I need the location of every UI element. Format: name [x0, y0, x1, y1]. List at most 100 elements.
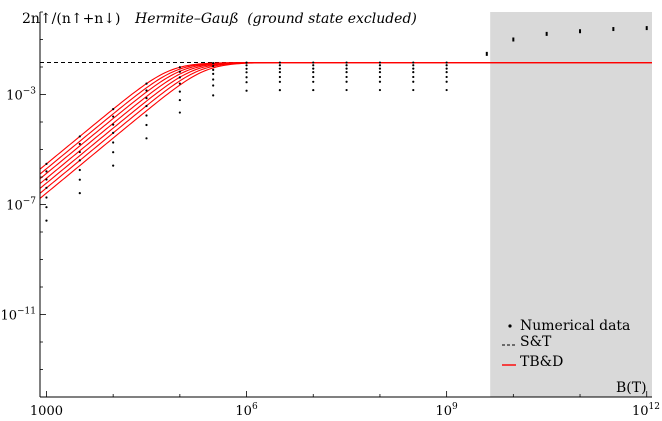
- data-point: [278, 61, 281, 64]
- data-point: [378, 61, 382, 64]
- data-point: [378, 75, 382, 79]
- data-point: [112, 141, 115, 144]
- data-point: [112, 115, 115, 118]
- data-point: [245, 64, 248, 67]
- data-point: [145, 89, 148, 92]
- data-point: [212, 72, 215, 75]
- data-point: [445, 64, 448, 67]
- legend-dot-symbol: [508, 324, 512, 328]
- data-point: [378, 67, 382, 70]
- data-point: [78, 192, 81, 195]
- x-tick-label: 1012: [632, 402, 660, 419]
- x-axis-label: B(T): [616, 380, 647, 396]
- title-method: Hermite–Gauß: [134, 11, 239, 27]
- data-point: [345, 88, 348, 92]
- data-point: [45, 186, 48, 189]
- data-point: [112, 108, 115, 111]
- data-point: [412, 80, 415, 83]
- data-point: [112, 131, 115, 134]
- data-point: [78, 135, 81, 138]
- data-point: [412, 67, 415, 70]
- data-point: [212, 94, 215, 97]
- legend-label-st: S&T: [520, 334, 552, 350]
- shaded-region: [490, 12, 652, 397]
- data-point: [445, 61, 448, 64]
- data-point: [112, 151, 115, 154]
- data-point: [278, 75, 281, 79]
- data-point: [579, 29, 582, 34]
- data-point: [145, 104, 148, 108]
- data-point: [412, 64, 415, 67]
- y-tick-label: 10−3: [6, 87, 36, 104]
- data-point: [445, 75, 448, 79]
- y-tick-label: 10−7: [6, 197, 36, 214]
- x-tick-label: 109: [435, 402, 458, 419]
- data-point: [45, 196, 48, 199]
- data-point: [212, 62, 215, 65]
- data-point: [45, 219, 48, 222]
- data-point: [78, 142, 81, 146]
- data-point: [278, 89, 281, 92]
- data-point: [78, 178, 81, 181]
- data-point: [412, 61, 415, 64]
- data-point: [78, 159, 81, 162]
- data-point: [278, 71, 281, 74]
- data-point: [245, 76, 248, 79]
- data-point: [245, 67, 248, 70]
- data-point: [45, 206, 48, 209]
- data-point: [412, 71, 415, 74]
- data-point: [245, 89, 248, 92]
- data-point: [145, 82, 148, 85]
- data-point: [178, 82, 181, 85]
- data-point: [178, 70, 181, 73]
- data-point: [145, 114, 148, 117]
- data-point: [445, 88, 448, 92]
- data-point: [445, 67, 448, 70]
- data-point: [312, 75, 315, 79]
- data-point: [345, 75, 348, 79]
- axes-layer: 1000 106 109 1012 10−3 10−7 10−11: [0, 11, 660, 419]
- data-point: [45, 162, 48, 165]
- data-point: [612, 27, 615, 32]
- data-point: [378, 80, 382, 83]
- data-point: [245, 71, 248, 74]
- data-point: [112, 123, 115, 126]
- data-point: [312, 88, 315, 92]
- data-point: [545, 31, 548, 36]
- data-point: [212, 78, 215, 81]
- points-layer: [45, 26, 648, 222]
- data-point: [445, 80, 448, 83]
- data-point: [178, 66, 181, 69]
- data-point: [145, 123, 148, 127]
- chart-title: 2n↑/(n↑+n↓) Hermite–Gauß (ground state e…: [22, 11, 417, 27]
- data-point: [178, 98, 181, 102]
- data-point: [178, 76, 181, 79]
- data-point: [445, 71, 448, 74]
- legend: Numerical data S&T TB&D: [502, 318, 630, 370]
- data-point: [412, 75, 415, 79]
- legend-label-numerical: Numerical data: [520, 318, 630, 334]
- data-point: [212, 68, 215, 71]
- data-point: [512, 37, 515, 42]
- data-point: [378, 88, 382, 92]
- data-point: [312, 64, 315, 67]
- data-point: [78, 168, 81, 172]
- data-point: [212, 64, 215, 68]
- data-point: [45, 170, 48, 173]
- data-point: [178, 90, 181, 93]
- legend-label-tbd: TB&D: [520, 354, 563, 370]
- data-point: [345, 61, 348, 64]
- data-point: [645, 26, 648, 31]
- title-formula: 2n↑/(n↑+n↓): [22, 11, 121, 27]
- data-point: [485, 51, 488, 56]
- data-point: [145, 97, 148, 100]
- data-point: [112, 164, 115, 167]
- shaded-region-layer: [490, 12, 652, 397]
- data-point: [212, 84, 215, 87]
- data-point: [378, 64, 382, 67]
- title-parenthetical: (ground state excluded): [247, 11, 417, 27]
- data-point: [312, 80, 315, 83]
- x-tick-label: 1000: [30, 404, 63, 419]
- data-point: [312, 71, 315, 74]
